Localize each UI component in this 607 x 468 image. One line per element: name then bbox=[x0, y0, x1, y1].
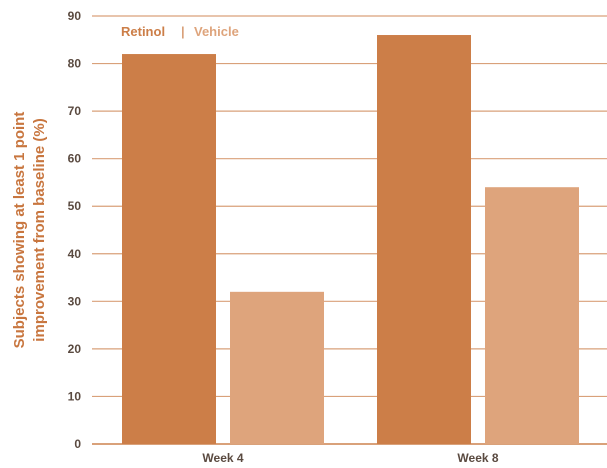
bar-vehicle-week-4 bbox=[230, 291, 324, 444]
legend: Retinol | Vehicle bbox=[121, 24, 239, 39]
y-tick-label: 0 bbox=[74, 437, 81, 451]
x-tick-labels: Week 4 Week 8 bbox=[202, 451, 498, 465]
bar-retinol-week-4 bbox=[122, 54, 216, 445]
y-tick-label: 40 bbox=[68, 247, 82, 261]
y-tick-label: 50 bbox=[68, 199, 82, 213]
y-tick-label: 30 bbox=[68, 294, 82, 308]
x-tick-label: Week 8 bbox=[457, 451, 498, 465]
legend-vehicle: Vehicle bbox=[194, 24, 239, 39]
legend-separator: | bbox=[181, 24, 185, 39]
y-tick-label: 20 bbox=[68, 342, 82, 356]
y-axis-title-line-1: Subjects showing at least 1 point bbox=[11, 112, 28, 349]
y-tick-label: 80 bbox=[68, 57, 82, 71]
bars bbox=[122, 35, 579, 445]
y-tick-label: 90 bbox=[68, 9, 82, 23]
x-tick-label: Week 4 bbox=[202, 451, 243, 465]
y-tick-label: 70 bbox=[68, 104, 82, 118]
y-tick-label: 10 bbox=[68, 389, 82, 403]
bar-vehicle-week-8 bbox=[485, 187, 579, 444]
legend-retinol: Retinol bbox=[121, 24, 165, 39]
y-axis-title: Subjects showing at least 1 point improv… bbox=[11, 112, 48, 349]
y-tick-labels: 0 10 20 30 40 50 60 70 80 90 bbox=[68, 9, 82, 451]
bar-retinol-week-8 bbox=[377, 35, 471, 445]
y-axis-title-line-2: improvement from baseline (%) bbox=[31, 118, 48, 341]
y-tick-label: 60 bbox=[68, 152, 82, 166]
